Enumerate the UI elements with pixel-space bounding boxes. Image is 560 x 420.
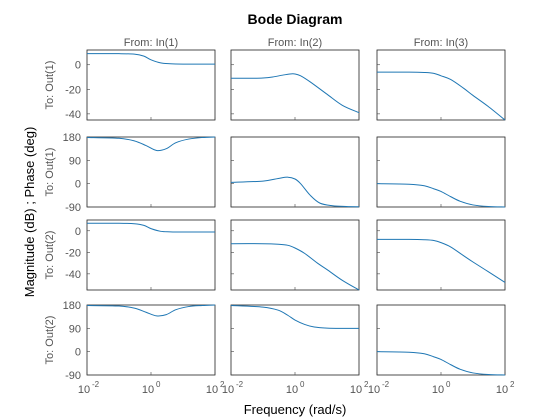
x-tick-label-c0-1: 10 <box>142 384 154 396</box>
series-line-r2-c0 <box>86 222 215 233</box>
x-tick-exponent-c0-0: -2 <box>92 380 100 389</box>
subplot-frame-r2-c2 <box>376 219 506 291</box>
subplot-frame-r3-c2 <box>376 304 506 376</box>
x-tick-label-c1-2: 10 <box>350 384 362 396</box>
x-tick-label-c2-0: 10 <box>368 384 380 396</box>
subplot-frame-r2-c0 <box>86 219 216 291</box>
x-tick-label-c1-0: 10 <box>222 384 234 396</box>
column-label-0: From: In(1) <box>124 37 178 49</box>
series-line-r1-c2 <box>376 183 506 208</box>
y-tick-label-r1-2: 0 <box>75 179 81 191</box>
y-tick-label-r2-2: -40 <box>65 269 81 281</box>
x-tick-exponent-c2-0: -2 <box>382 380 390 389</box>
series-line-r0-c1 <box>230 73 360 114</box>
y-tick-label-r3-2: 0 <box>75 347 81 359</box>
subplot-frame-r1-c0 <box>86 136 216 208</box>
series-line-r0-c0 <box>86 53 215 65</box>
x-tick-exponent-c0-2: 2 <box>220 380 225 389</box>
column-label-2: From: In(3) <box>414 37 468 49</box>
y-tick-label-r3-0: 180 <box>63 300 81 312</box>
y-tick-label-r1-0: 180 <box>63 132 81 144</box>
x-tick-exponent-c2-1: 0 <box>446 380 451 389</box>
row-label-1: To: Out(1) <box>44 148 56 197</box>
chart-title: Bode Diagram <box>248 11 343 27</box>
series-line-r3-c2 <box>376 351 506 376</box>
x-tick-exponent-c2-2: 2 <box>510 380 515 389</box>
series-line-r1-c1 <box>230 176 360 208</box>
x-tick-label-c0-0: 10 <box>78 384 90 396</box>
subplot-frame-r3-c0 <box>86 304 216 376</box>
y-tick-label-r2-0: 0 <box>75 226 81 238</box>
subplot-frame-r1-c2 <box>376 136 506 208</box>
series-line-r0-c2 <box>376 71 506 121</box>
subplot-frame-r2-c1 <box>230 219 360 291</box>
x-tick-exponent-c0-1: 0 <box>156 380 161 389</box>
y-tick-label-r1-1: 90 <box>69 155 81 167</box>
y-tick-label-r2-1: -20 <box>65 247 81 259</box>
row-label-3: To: Out(2) <box>44 316 56 365</box>
x-tick-label-c1-1: 10 <box>286 384 298 396</box>
x-tick-exponent-c1-2: 2 <box>364 380 369 389</box>
x-tick-exponent-c1-1: 0 <box>300 380 305 389</box>
subplot-frame-r0-c1 <box>230 49 360 121</box>
row-label-0: To: Out(1) <box>44 61 56 110</box>
subplot-frame-r0-c2 <box>376 49 506 121</box>
x-axis-label: Frequency (rad/s) <box>244 402 347 417</box>
y-tick-label-r0-1: -20 <box>65 84 81 96</box>
y-tick-label-r0-2: -40 <box>65 109 81 121</box>
x-tick-exponent-c1-0: -2 <box>236 380 244 389</box>
row-label-2: To: Out(2) <box>44 231 56 280</box>
y-tick-label-r3-1: 90 <box>69 323 81 335</box>
y-tick-label-r1-3: -90 <box>65 202 81 214</box>
y-tick-label-r3-3: -90 <box>65 370 81 382</box>
x-tick-label-c2-1: 10 <box>432 384 444 396</box>
y-tick-label-r0-0: 0 <box>75 60 81 72</box>
series-line-r2-c1 <box>230 243 360 291</box>
subplot-frame-r3-c1 <box>230 304 360 376</box>
subplot-frame-r0-c0 <box>86 49 216 121</box>
x-tick-label-c0-2: 10 <box>206 384 218 396</box>
x-tick-label-c2-2: 10 <box>496 384 508 396</box>
y-axis-label: Magnitude (dB) ; Phase (deg) <box>22 127 37 298</box>
column-label-1: From: In(2) <box>268 37 322 49</box>
series-line-r3-c0 <box>86 304 216 317</box>
series-line-r3-c1 <box>230 305 360 329</box>
series-line-r1-c0 <box>86 136 216 152</box>
series-line-r2-c2 <box>376 238 506 283</box>
subplot-frame-r1-c1 <box>230 136 360 208</box>
